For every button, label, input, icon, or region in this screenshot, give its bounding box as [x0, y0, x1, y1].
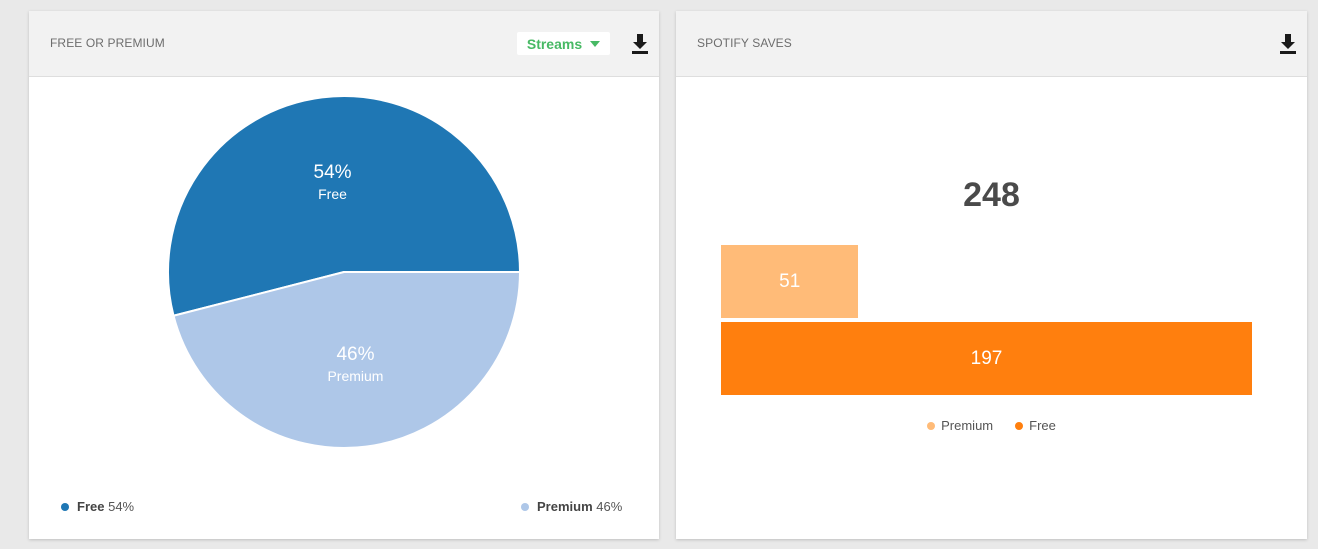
card-header: FREE OR PREMIUM Streams — [29, 11, 659, 77]
legend-item-free[interactable]: Free — [1015, 418, 1056, 433]
legend-item-premium[interactable]: Premium 46% — [521, 499, 622, 514]
legend-name: Free — [1029, 418, 1056, 433]
bar-label: 51 — [779, 270, 801, 292]
legend-value: 54% — [108, 499, 135, 514]
legend-name: Premium — [537, 499, 593, 514]
dropdown-label: Streams — [526, 35, 583, 52]
metric-dropdown[interactable]: Streams — [517, 32, 610, 55]
pie-category-label: Premium — [327, 368, 383, 384]
legend-name: Free — [77, 499, 105, 514]
caret-down-icon — [590, 40, 601, 47]
legend-item-free[interactable]: Free 54% — [61, 499, 134, 514]
download-icon-svg — [1280, 34, 1296, 54]
pie-category-label: Free — [318, 186, 347, 202]
card-title: FREE OR PREMIUM — [50, 36, 165, 50]
download-icon[interactable] — [1278, 33, 1298, 55]
legend-dot-free — [61, 502, 69, 511]
spotify-saves-card: SPOTIFY SAVES 248 51 197 Premium Free — [676, 11, 1307, 539]
card-title: SPOTIFY SAVES — [697, 36, 792, 50]
download-icon[interactable] — [630, 33, 650, 55]
download-icon-svg — [632, 34, 648, 54]
legend-name: Premium — [941, 418, 994, 433]
legend-item-premium[interactable]: Premium — [927, 418, 993, 433]
pie-percent-label: 54% — [314, 162, 352, 183]
bar-premium[interactable]: 51 — [721, 245, 859, 318]
bar-legend: Premium Free — [676, 418, 1307, 433]
total-saves: 248 — [963, 176, 1020, 214]
pie-percent-label: 46% — [336, 344, 374, 365]
legend-dot-free — [1015, 421, 1024, 430]
free-or-premium-card: FREE OR PREMIUM Streams 54% Free 46% Premiu… — [29, 11, 659, 539]
legend-value: 46% — [596, 499, 623, 514]
pie-slice-premium[interactable] — [172, 271, 522, 449]
pie-chart: 54% Free 46% Premium — [167, 95, 522, 449]
legend-dot-premium — [521, 502, 529, 511]
legend-dot-premium — [927, 421, 936, 430]
pie-slice-free[interactable] — [167, 95, 522, 317]
bar-free[interactable]: 197 — [721, 322, 1252, 395]
card-header: SPOTIFY SAVES — [676, 11, 1307, 77]
bar-label: 197 — [970, 347, 1003, 369]
